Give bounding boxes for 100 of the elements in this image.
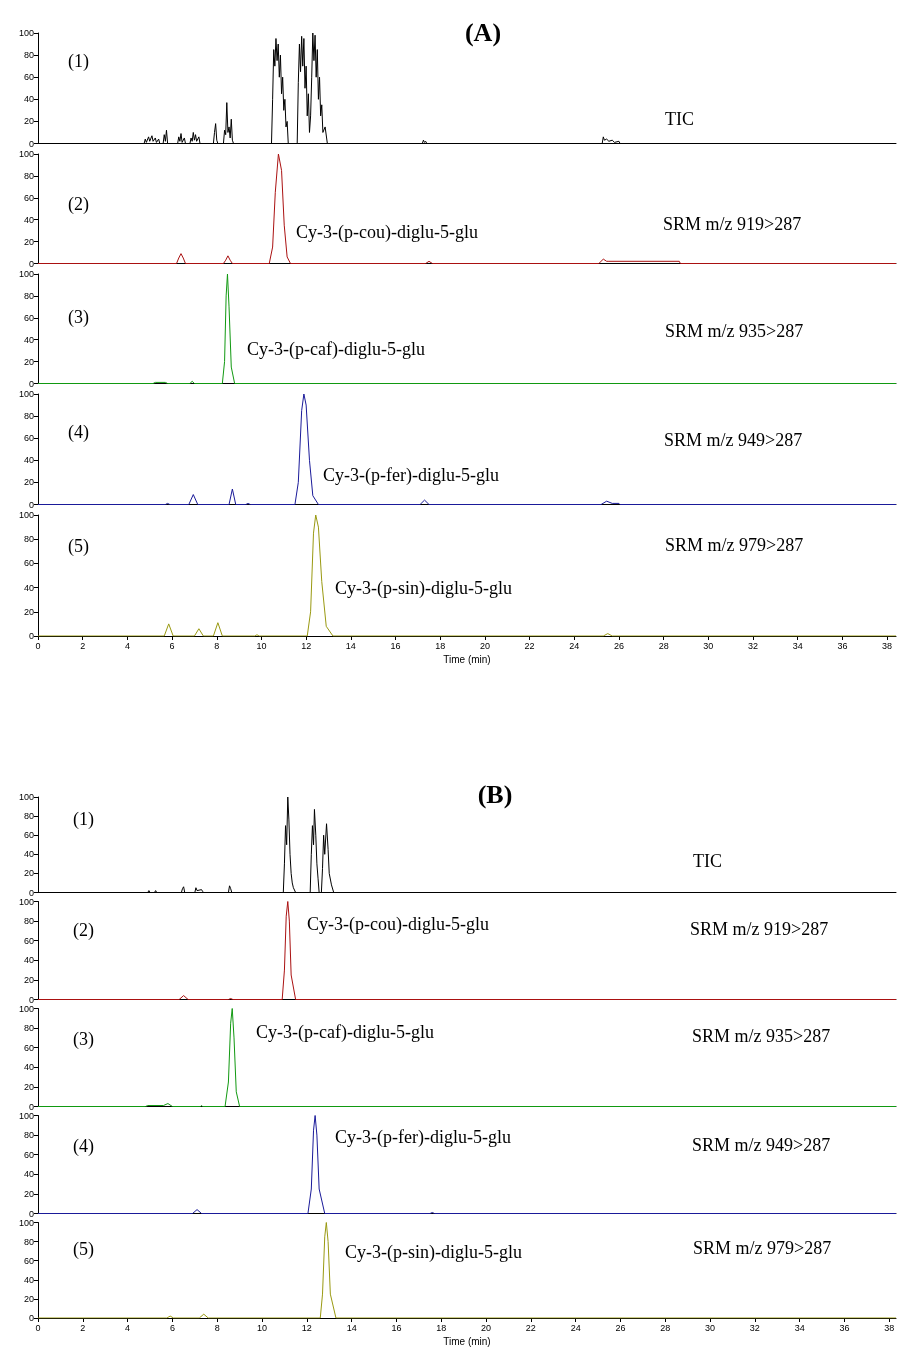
y-tick-label: 80 — [23, 290, 34, 301]
x-tick-label: 22 — [525, 1322, 536, 1333]
y-tick-label: 0 — [28, 1101, 34, 1112]
x-tick-label: 32 — [749, 1322, 760, 1333]
x-tick-label: 32 — [747, 640, 759, 651]
line-series — [37, 1008, 897, 1107]
annotation: (2) — [68, 194, 89, 215]
annotation: Cy-3-(p-cou)-diglu-5-glu — [307, 914, 489, 935]
y-tick-label: 100 — [18, 389, 34, 399]
y-tick-label: 60 — [23, 1042, 34, 1053]
y-tick-label: 40 — [23, 1274, 34, 1285]
y-tick-label: 100 — [18, 149, 34, 159]
x-tick-label: 26 — [615, 1322, 626, 1333]
x-tick-label: 34 — [794, 1322, 805, 1333]
y-tick-label: 80 — [23, 811, 34, 822]
y-tick-label: 100 — [18, 269, 34, 279]
y-tick-label: 20 — [23, 236, 34, 247]
annotation: TIC — [693, 851, 722, 871]
y-tick-label: 0 — [28, 887, 34, 898]
y-tick-label: 100 — [18, 1003, 34, 1014]
annotation: (4) — [68, 422, 89, 443]
annotation: SRM m/z 919>287 — [663, 214, 802, 234]
x-tick-label: 12 — [301, 1322, 312, 1333]
x-tick-label: 6 — [169, 640, 175, 651]
y-tick-label: 0 — [28, 378, 34, 389]
annotation: SRM m/z 979>287 — [665, 535, 804, 555]
x-tick-label: 20 — [481, 1322, 492, 1333]
y-tick-label: 60 — [23, 1149, 34, 1160]
y-tick-label: 0 — [28, 138, 34, 149]
y-tick-label: 60 — [23, 192, 34, 203]
annotation: SRM m/z 919>287 — [690, 919, 829, 939]
y-tick-label: 0 — [28, 994, 34, 1005]
x-axis-title: Time (min) — [443, 654, 491, 666]
x-tick-label: 18 — [435, 640, 446, 651]
annotation: (3) — [73, 1029, 94, 1050]
line-series — [37, 901, 897, 1000]
annotation: TIC — [665, 109, 694, 129]
line-series — [37, 153, 897, 264]
line-series — [37, 393, 897, 505]
annotation: SRM m/z 979>287 — [693, 1238, 832, 1258]
y-tick-label: 0 — [28, 258, 34, 269]
x-tick-label: 10 — [256, 640, 267, 651]
y-tick-label: 100 — [18, 28, 34, 38]
x-tick-label: 10 — [257, 1322, 268, 1333]
x-tick-label: 18 — [436, 1322, 447, 1333]
x-tick-label: 26 — [613, 640, 624, 651]
annotation: Cy-3-(p-fer)-diglu-5-glu — [323, 465, 499, 486]
x-tick-label: 36 — [837, 640, 848, 651]
x-tick-label: 28 — [660, 1322, 671, 1333]
annotation: Cy-3-(p-caf)-diglu-5-glu — [256, 1022, 434, 1043]
y-tick-label: 100 — [18, 1217, 34, 1228]
y-tick-label: 100 — [18, 896, 34, 907]
y-tick-label: 80 — [23, 1130, 34, 1141]
x-tick-label: 2 — [80, 640, 86, 651]
chart-title: (B) — [477, 779, 513, 809]
annotation: SRM m/z 949>287 — [692, 1135, 831, 1155]
y-tick-label: 60 — [23, 558, 34, 569]
x-tick-label: 16 — [390, 640, 401, 651]
y-tick-label: 20 — [23, 116, 34, 127]
y-tick-label: 40 — [23, 955, 34, 966]
annotation: Cy-3-(p-caf)-diglu-5-glu — [247, 339, 425, 360]
x-tick-label: 8 — [214, 1322, 220, 1333]
annotation: Cy-3-(p-sin)-diglu-5-glu — [335, 578, 512, 599]
y-tick-label: 40 — [23, 94, 34, 105]
y-tick-label: 80 — [23, 411, 34, 422]
x-tick-label: 22 — [524, 640, 535, 651]
y-tick-label: 100 — [18, 792, 34, 802]
y-tick-label: 20 — [23, 477, 34, 488]
y-tick-label: 100 — [18, 1110, 34, 1121]
x-tick-label: 14 — [345, 640, 356, 651]
annotation: SRM m/z 935>287 — [665, 321, 804, 341]
y-tick-label: 80 — [23, 916, 34, 927]
y-tick-label: 40 — [23, 1169, 34, 1180]
y-tick-label: 40 — [23, 214, 34, 225]
x-tick-label: 30 — [705, 1322, 716, 1333]
y-tick-label: 60 — [23, 935, 34, 946]
x-tick-label: 8 — [214, 640, 220, 651]
y-tick-label: 40 — [23, 455, 34, 466]
x-tick-label: 2 — [80, 1322, 86, 1333]
y-tick-label: 60 — [23, 433, 34, 444]
annotation: Cy-3-(p-sin)-diglu-5-glu — [345, 1242, 522, 1263]
x-tick-label: 36 — [839, 1322, 850, 1333]
annotation: (3) — [68, 307, 89, 328]
annotation: (1) — [68, 51, 89, 72]
y-tick-label: 20 — [23, 1188, 34, 1199]
y-tick-label: 80 — [23, 1023, 34, 1034]
y-tick-label: 60 — [23, 830, 34, 841]
x-tick-label: 38 — [882, 640, 893, 651]
y-tick-label: 80 — [23, 50, 34, 61]
y-tick-label: 0 — [28, 1313, 34, 1323]
x-tick-label: 6 — [169, 1322, 175, 1333]
annotation: (5) — [73, 1239, 94, 1260]
line-series — [37, 1222, 897, 1319]
x-tick-label: 0 — [35, 1322, 41, 1333]
x-tick-label: 12 — [301, 640, 312, 651]
annotation: (4) — [73, 1136, 94, 1157]
y-tick-label: 20 — [23, 606, 34, 617]
y-tick-label: 20 — [23, 1293, 34, 1304]
y-tick-label: 40 — [23, 334, 34, 345]
x-tick-label: 38 — [884, 1322, 895, 1333]
